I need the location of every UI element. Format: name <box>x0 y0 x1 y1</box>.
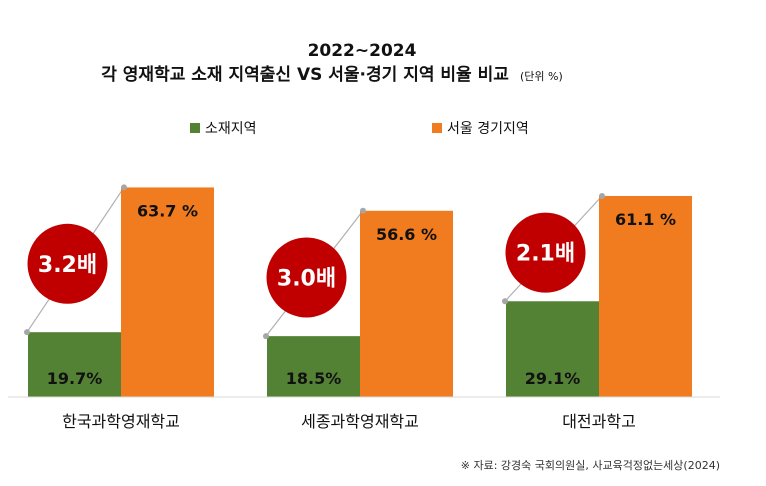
value-label-capital-korea-sci: 63.7 % <box>137 201 198 220</box>
ratio-badge-korea-sci <box>27 223 108 304</box>
chart-title-line2: 각 영재학교 소재 지역출신 VS 서울·경기 지역 비율 비교 (단위 %) <box>101 65 563 85</box>
chart-title: 각 영재학교 소재 지역출신 VS 서울·경기 지역 비율 비교 <box>101 65 509 85</box>
category-label-korea-sci: 한국과학영재학교 <box>62 412 180 431</box>
chart-title-line1: 2022~2024 <box>308 41 417 61</box>
bar-local-sejong-sci <box>267 336 360 397</box>
connector-dot-start-daejeon-sci <box>502 298 508 305</box>
connector-dot-end-daejeon-sci <box>599 192 605 199</box>
source-note: ※ 자료: 강경숙 국회의원실, 사교육걱정없는세상(2024) <box>461 459 720 472</box>
bar-local-korea-sci <box>28 332 121 397</box>
value-label-local-korea-sci: 19.7% <box>47 369 103 388</box>
ratio-label-sejong-sci: 3.0배 <box>277 266 336 291</box>
ratio-badge-daejeon-sci <box>505 212 586 293</box>
ratio-label-daejeon-sci: 2.1배 <box>516 242 575 267</box>
value-label-capital-daejeon-sci: 61.1 % <box>615 210 676 229</box>
connector-dot-end-korea-sci <box>121 184 127 191</box>
bar-capital-sejong-sci <box>360 210 453 397</box>
ratio-label-korea-sci: 3.2배 <box>38 253 97 278</box>
value-label-local-daejeon-sci: 29.1% <box>525 369 581 388</box>
ratio-badge-sejong-sci <box>266 237 347 318</box>
legend-label-capital: 서울 경기지역 <box>447 121 529 137</box>
value-label-local-sejong-sci: 18.5% <box>286 369 342 388</box>
legend: 소재지역 서울 경기지역 <box>190 121 529 137</box>
value-label-capital-sejong-sci: 56.6 % <box>376 225 437 244</box>
connector-dot-start-korea-sci <box>24 329 30 336</box>
bar-capital-daejeon-sci <box>599 195 692 397</box>
category-label-sejong-sci: 세종과학영재학교 <box>301 412 419 431</box>
connector-dot-start-sejong-sci <box>263 333 269 340</box>
legend-label-local: 소재지역 <box>205 121 257 137</box>
legend-swatch-capital <box>432 123 442 133</box>
chart-unit: (단위 %) <box>520 70 563 83</box>
bar-capital-korea-sci <box>121 187 214 397</box>
bar-local-daejeon-sci <box>506 301 599 397</box>
legend-swatch-local <box>190 123 200 133</box>
connector-dot-end-sejong-sci <box>360 207 366 214</box>
category-label-daejeon-sci: 대전과학고 <box>562 412 636 431</box>
plot-area: 3.2배 19.7% 63.7 % 한국과학영재학교 3.0배 18.5% 56.6 % 세종… <box>24 184 692 431</box>
